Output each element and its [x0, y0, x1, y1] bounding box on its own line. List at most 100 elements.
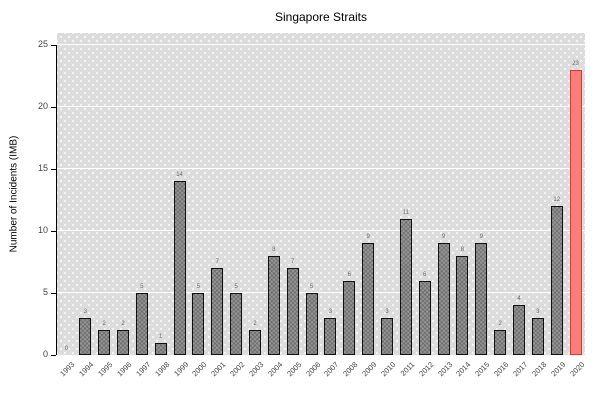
x-tick-label-2010: 2010 [379, 360, 398, 379]
bar-2002 [230, 293, 243, 355]
x-tick-label-2001: 2001 [209, 360, 228, 379]
bar-2012 [418, 280, 431, 355]
x-tick-label-1997: 1997 [134, 360, 153, 379]
bar-2011 [399, 218, 412, 355]
y-axis-line [56, 45, 57, 355]
x-tick-label-2018: 2018 [530, 360, 549, 379]
x-tick-label-2003: 2003 [247, 360, 266, 379]
bar-value-label-1999: 14 [176, 172, 183, 179]
bar-2010 [381, 317, 393, 355]
y-tick-label-10: 10 [37, 225, 48, 235]
bar-value-label-2007: 3 [328, 308, 333, 315]
bar-2020 [569, 69, 582, 355]
bar-1994 [79, 317, 92, 355]
bar-value-label-1994: 3 [83, 308, 87, 315]
bar-2007 [324, 317, 337, 355]
gridline-y-5 [57, 292, 585, 293]
bar-2019 [550, 206, 563, 355]
gridline-y-20 [57, 106, 585, 107]
x-tick-label-1998: 1998 [152, 360, 172, 379]
bar-value-label-2012: 6 [423, 271, 427, 278]
gridline-y-15 [57, 168, 585, 169]
bar-1995 [98, 330, 111, 355]
bar-value-label-2017: 4 [517, 296, 521, 303]
bar-2005 [286, 268, 299, 355]
bar-value-label-1998: 1 [159, 333, 163, 340]
y-tick-mark-5 [51, 292, 56, 294]
x-tick-label-2014: 2014 [454, 360, 473, 379]
y-tick-label-20: 20 [37, 101, 48, 111]
bar-value-label-2020: 23 [572, 60, 579, 67]
bar-2016 [494, 330, 507, 355]
bar-value-label-2016: 2 [498, 321, 502, 328]
x-tick-label-2002: 2002 [228, 360, 247, 379]
x-tick-label-2012: 2012 [416, 360, 436, 379]
x-tick-label-2006: 2006 [303, 360, 322, 379]
bar-2000 [192, 293, 205, 355]
x-tick-label-2015: 2015 [473, 360, 492, 379]
x-tick-label-2008: 2008 [341, 360, 360, 379]
bar-2009 [362, 243, 375, 355]
bar-2004 [267, 255, 280, 355]
chart-title: Singapore Straits [274, 10, 368, 24]
bar-value-label-1995: 2 [102, 321, 106, 328]
bar-value-label-2005: 7 [291, 259, 295, 266]
y-tick-label-5: 5 [42, 287, 48, 297]
x-tick-label-1994: 1994 [77, 360, 96, 379]
y-tick-label-0: 0 [42, 349, 48, 359]
bar-value-label-2003: 2 [253, 321, 257, 328]
gridline-y-10 [57, 230, 585, 231]
x-tick-label-2000: 2000 [190, 360, 209, 379]
bar-2008 [343, 280, 356, 355]
bar-2015 [475, 243, 488, 355]
x-tick-label-1999: 1999 [171, 360, 190, 379]
bar-value-label-2014: 8 [460, 246, 465, 253]
bar-value-label-2008: 6 [347, 271, 351, 278]
bar-value-label-2006: 5 [309, 284, 314, 290]
y-tick-mark-25 [51, 44, 56, 46]
bar-2001 [211, 268, 224, 355]
x-tick-label-1996: 1996 [115, 360, 134, 379]
x-tick-label-2016: 2016 [492, 360, 511, 379]
gridline-y-25 [57, 44, 585, 45]
x-tick-label-2011: 2011 [398, 360, 417, 378]
bar-1996 [117, 330, 129, 355]
x-tick-label-2004: 2004 [266, 360, 285, 379]
x-tick-label-1995: 1995 [96, 360, 115, 379]
bar-1998 [154, 342, 167, 355]
bar-value-label-2018: 3 [536, 308, 540, 315]
x-tick-label-2009: 2009 [360, 360, 379, 379]
x-tick-label-2005: 2005 [284, 360, 304, 379]
bar-value-label-1997: 5 [140, 284, 144, 290]
plot-area: 0 3 2 2 5 1 14 5 7 5 2 8 7 5 3 6 9 3 11 6 9 8 9 2 4 3 12 23 [57, 33, 585, 355]
y-tick-label-25: 25 [37, 39, 48, 49]
x-tick-label-2020: 2020 [567, 360, 586, 379]
y-tick-label-15: 15 [37, 163, 48, 173]
bar-value-label-2001: 7 [215, 259, 219, 266]
bar-value-label-2002: 5 [234, 284, 238, 290]
bar-1997 [135, 293, 148, 355]
bar-value-label-1996: 2 [121, 321, 125, 328]
bar-value-label-2013: 9 [441, 234, 446, 241]
bar-1999 [173, 181, 186, 355]
x-tick-label-2019: 2019 [548, 360, 568, 379]
bar-value-label-1993: 0 [64, 346, 69, 352]
bar-value-label-2000: 5 [196, 284, 201, 290]
bar-2006 [305, 293, 318, 355]
bar-2018 [531, 317, 544, 355]
bar-value-label-2019: 12 [553, 197, 561, 204]
bar-2003 [249, 330, 261, 355]
bar-2014 [456, 255, 469, 355]
x-tick-label-2007: 2007 [322, 360, 341, 379]
y-tick-mark-10 [51, 230, 56, 232]
y-tick-mark-15 [51, 168, 56, 170]
bar-2017 [513, 305, 525, 355]
x-tick-label-2017: 2017 [511, 360, 530, 379]
bar-value-label-2009: 9 [366, 234, 370, 241]
bar-2013 [437, 243, 450, 355]
bar-value-label-2004: 8 [272, 246, 276, 253]
x-tick-label-1993: 1993 [58, 360, 77, 379]
x-axis-labels: 1993 1994 1995 1996 1997 1998 1999 2000 2001 2002… [57, 357, 586, 397]
bar-value-label-2015: 9 [479, 234, 483, 241]
